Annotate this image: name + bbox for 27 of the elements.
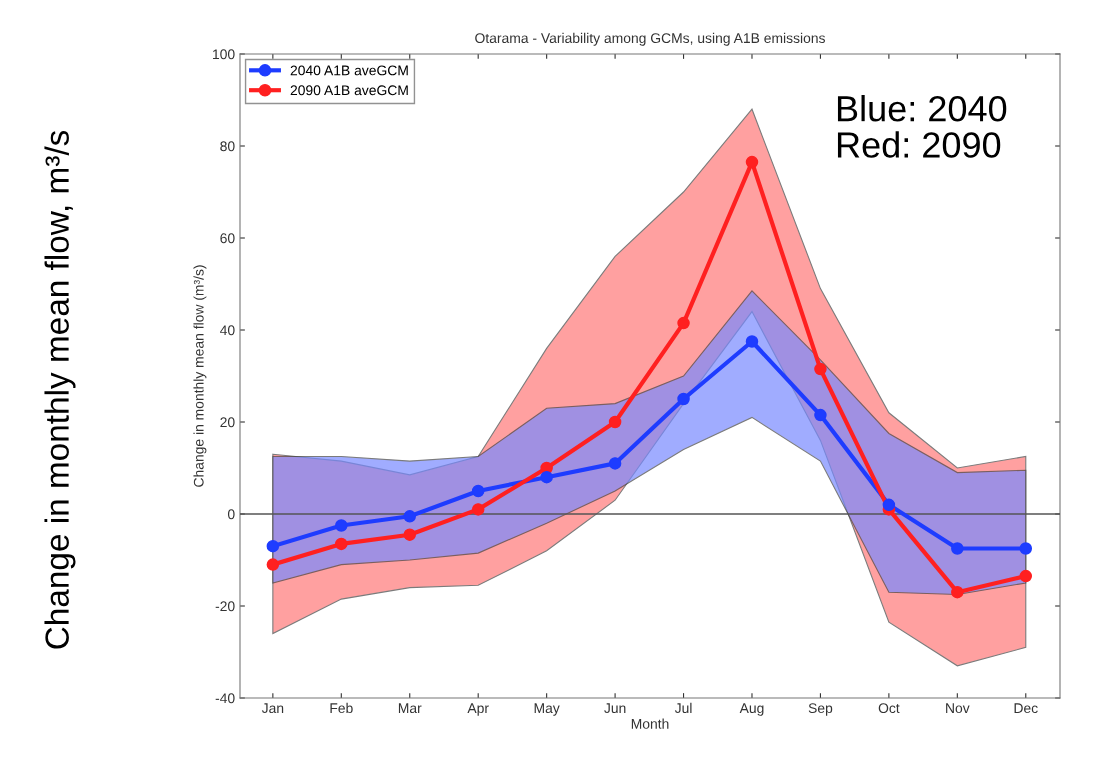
- x-tick-label: Oct: [878, 703, 900, 714]
- y-tick-label: 100: [213, 49, 235, 60]
- x-axis-title: Month: [631, 718, 669, 729]
- y-tick-label: 60: [220, 233, 235, 244]
- x-tick-label: May: [534, 703, 560, 716]
- x-tick-label: Jun: [604, 703, 626, 714]
- legend-label: 2040 A1B aveGCM: [290, 65, 408, 76]
- y-axis-title: Change in monthly mean flow (m³/s): [193, 265, 207, 487]
- x-tick-label: Dec: [1014, 703, 1038, 714]
- x-tick-label: Feb: [330, 702, 353, 714]
- legend-label: 2090 A1B aveGCM: [290, 85, 408, 96]
- annotation: Blue: 2040 Red: 2090: [837, 95, 1007, 158]
- y-tick-label: 0: [227, 509, 235, 520]
- y-tick-label: -20: [215, 601, 235, 612]
- y-tick-label: 80: [220, 141, 235, 152]
- x-tick-label: Jan: [261, 703, 284, 714]
- x-tick-label: Aug: [739, 703, 764, 716]
- x-tick-label: Nov: [946, 703, 970, 714]
- x-tick-label: Jul: [674, 702, 692, 714]
- chart-title: Otarama - Variability among GCMs, using A1B emissions: [475, 32, 825, 46]
- x-tick-label: Apr: [467, 703, 489, 716]
- x-tick-label: Sep: [808, 703, 833, 716]
- x-tick-label: Mar: [398, 703, 422, 714]
- y-tick-label: 40: [220, 325, 235, 336]
- y-tick-label: -40: [215, 693, 235, 704]
- y-tick-label: 20: [220, 417, 235, 428]
- text: Change in monthly mean flow, m³/s: [44, 130, 76, 649]
